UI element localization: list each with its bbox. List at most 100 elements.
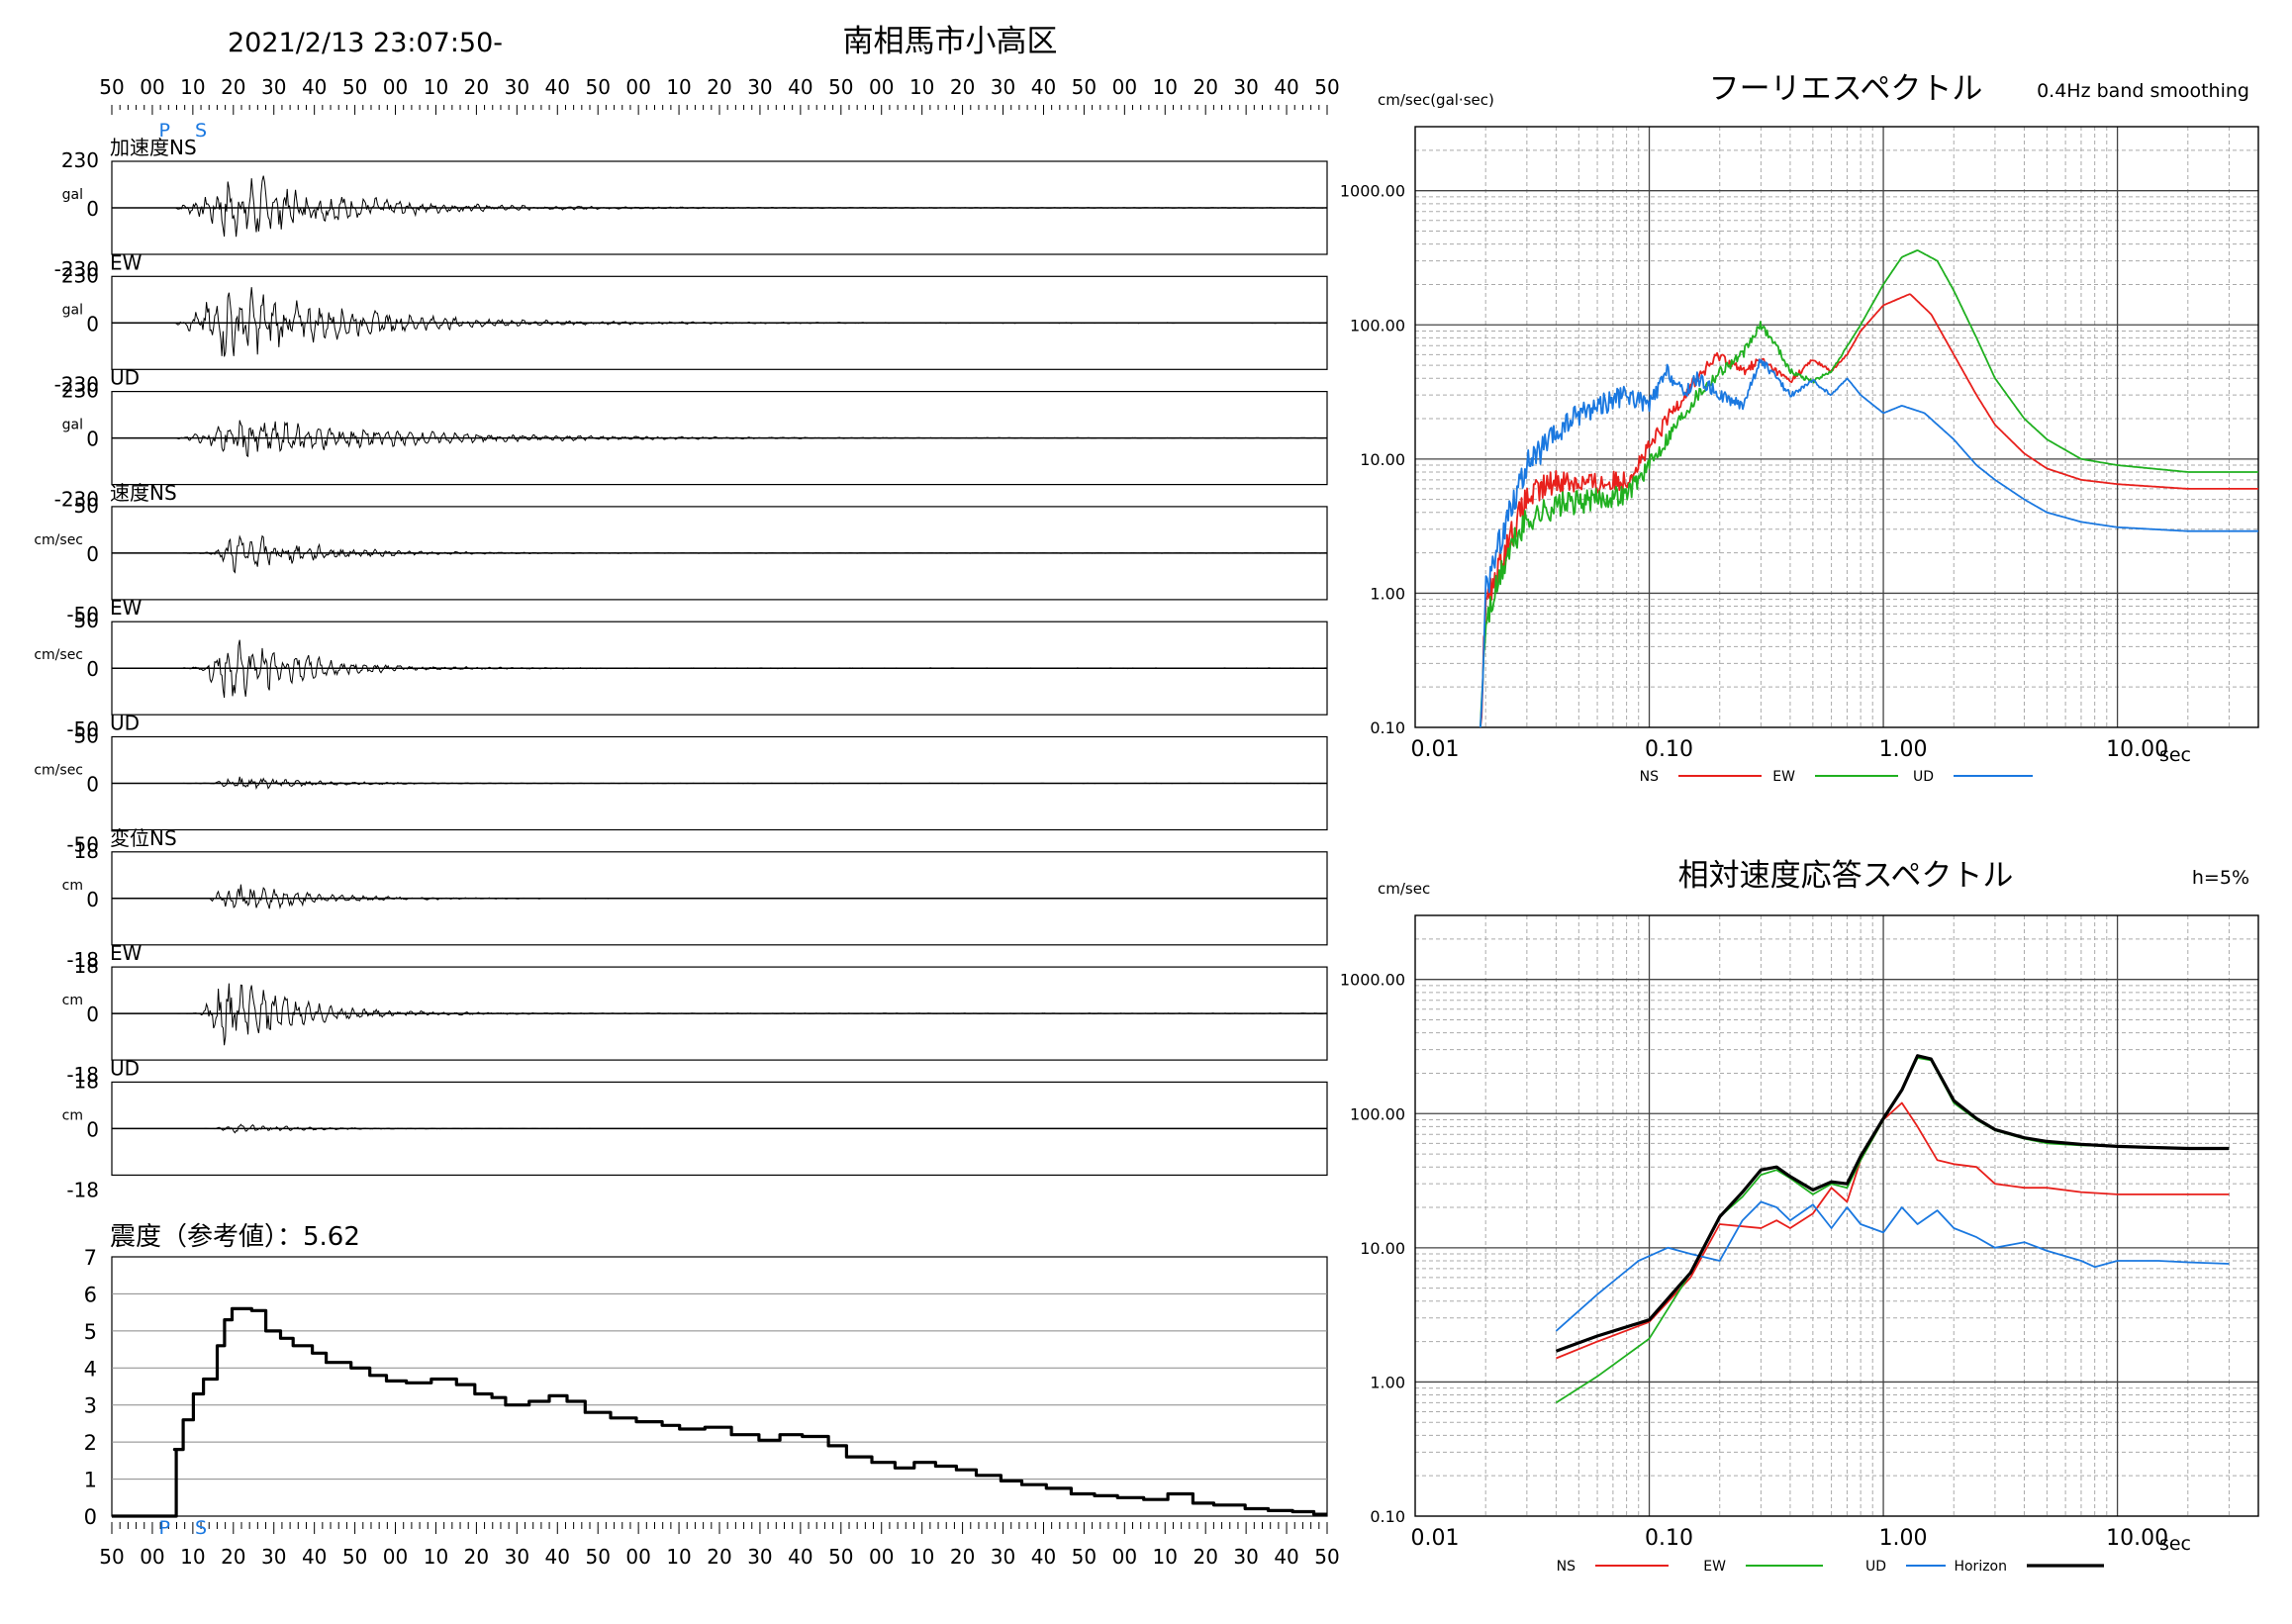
trace-waveform — [112, 983, 1327, 1046]
y-tick-label: 10.00 — [1360, 450, 1405, 469]
trace-title: UD — [110, 366, 140, 390]
time-tick-label: 00 — [383, 1545, 408, 1569]
trace-max-label: 230 — [61, 263, 99, 287]
time-tick-label: 50 — [342, 75, 367, 99]
time-tick-label: 20 — [1193, 1545, 1217, 1569]
trace-component-label: NS — [169, 136, 197, 159]
trace-zero-label: 0 — [86, 197, 99, 221]
x-tick-label: 1.00 — [1879, 1526, 1928, 1551]
spectrum-title: フーリエスペクトル — [1709, 71, 1983, 107]
time-tick-label: 10 — [909, 1545, 934, 1569]
trace-group-label: 速度 — [110, 481, 149, 505]
time-tick-label: 40 — [1274, 1545, 1298, 1569]
y-tick-label: 100.00 — [1350, 316, 1405, 334]
time-tick-label: 00 — [625, 1545, 650, 1569]
trace-max-label: 18 — [74, 1069, 99, 1093]
time-tick-label: 20 — [950, 1545, 975, 1569]
waveform-trace: 50 0 -50 cm/sec UD — [34, 712, 1328, 857]
time-tick-label: 20 — [464, 1545, 489, 1569]
series-line-ns — [1480, 293, 2258, 728]
legend-label: NS — [1557, 1559, 1576, 1575]
time-tick-label: 10 — [666, 75, 691, 99]
time-tick-label: 50 — [1314, 1545, 1339, 1569]
time-tick-label: 40 — [545, 1545, 570, 1569]
trace-min-label: -18 — [66, 948, 99, 972]
trace-unit-label: gal — [62, 418, 83, 433]
x-tick-label: 0.01 — [1411, 737, 1460, 762]
y-tick-label: 1.00 — [1370, 584, 1405, 603]
p-arrival-label: P — [158, 1517, 169, 1539]
time-tick-label: 10 — [180, 1545, 205, 1569]
trace-component-label: UD — [110, 712, 140, 735]
x-tick-label: 0.10 — [1645, 737, 1693, 762]
trace-component-label: UD — [110, 1056, 140, 1080]
intensity-line — [112, 1306, 1327, 1518]
time-axis-top: 50 00 10 20 30 40 50 00 10 20 30 40 50 00 10 20 30 40 50 00… — [99, 75, 1339, 142]
y-tick-label: 0.10 — [1370, 718, 1405, 737]
time-tick-label: 00 — [1112, 1545, 1137, 1569]
time-tick-label: 30 — [505, 75, 529, 99]
trace-waveform — [112, 639, 1327, 699]
trace-zero-label: 0 — [86, 1117, 99, 1141]
waveform-trace: 50 0 -50 cm/sec 速度NS — [34, 481, 1328, 626]
trace-title: EW — [110, 250, 143, 274]
intensity-tick-label: 2 — [84, 1431, 97, 1455]
spectrum-chart: フーリエスペクトル 0.4Hz band smoothing cm/sec(gal·… — [1340, 71, 2259, 785]
time-tick-label: 20 — [1193, 75, 1217, 99]
time-tick-label: 50 — [828, 75, 853, 99]
time-tick-label: 30 — [1233, 75, 1258, 99]
legend-label: EW — [1772, 769, 1795, 785]
trace-max-label: 18 — [74, 954, 99, 978]
trace-waveform — [112, 776, 1327, 791]
trace-component-label: EW — [110, 941, 143, 965]
trace-component-label: UD — [110, 366, 140, 390]
trace-unit-label: cm/sec — [34, 532, 83, 548]
spectrum-ylabel: cm/sec — [1378, 880, 1430, 898]
intensity-title: 震度（参考値）：5.62 — [110, 1222, 360, 1252]
time-tick-label: 40 — [302, 1545, 327, 1569]
trace-unit-label: cm/sec — [34, 647, 83, 663]
intensity-tick-label: 7 — [84, 1246, 97, 1270]
trace-component-label: NS — [149, 826, 177, 850]
time-tick-label: 50 — [1314, 75, 1339, 99]
time-tick-label: 30 — [747, 75, 772, 99]
waveform-panels: 50 00 10 20 30 40 50 00 10 20 30 40 50 00 10 20 30 40 50 00… — [34, 75, 1339, 1569]
y-tick-label: 100.00 — [1350, 1104, 1405, 1123]
time-tick-label: 20 — [707, 1545, 731, 1569]
time-tick-label: 10 — [424, 1545, 448, 1569]
trace-waveform — [112, 1123, 1327, 1134]
trace-title: 変位NS — [110, 826, 177, 850]
datetime-label: 2021/2/13 23:07:50- — [228, 28, 503, 58]
time-tick-label: 30 — [747, 1545, 772, 1569]
trace-min-label: -50 — [66, 603, 99, 626]
time-tick-label: 20 — [950, 75, 975, 99]
spectrum-panels: フーリエスペクトル 0.4Hz band smoothing cm/sec(gal·… — [1340, 71, 2259, 1575]
time-tick-label: 50 — [99, 1545, 124, 1569]
legend-label: Horizon — [1954, 1559, 2007, 1575]
s-arrival-label: S — [195, 1517, 207, 1539]
x-axis-label: sec — [2159, 1533, 2191, 1555]
time-tick-label: 40 — [788, 1545, 812, 1569]
time-tick-label: 00 — [869, 75, 894, 99]
time-tick-label: 40 — [302, 75, 327, 99]
time-tick-label: 20 — [707, 75, 731, 99]
time-tick-label: 50 — [828, 1545, 853, 1569]
trace-waveform — [112, 534, 1327, 574]
trace-unit-label: cm/sec — [34, 763, 83, 779]
trace-max-label: 230 — [61, 148, 99, 172]
series-line-ew — [1480, 249, 2258, 728]
time-tick-label: 40 — [545, 75, 570, 99]
s-arrival-label: S — [195, 120, 207, 142]
time-tick-label: 10 — [1153, 1545, 1178, 1569]
trace-min-label: -230 — [54, 257, 99, 281]
trace-unit-label: cm — [62, 1107, 83, 1123]
time-tick-label: 20 — [221, 75, 245, 99]
trace-min-label: -18 — [66, 1178, 99, 1201]
time-tick-label: 00 — [140, 1545, 164, 1569]
series-line-ud — [1555, 1200, 2230, 1332]
intensity-tick-label: 1 — [84, 1469, 97, 1492]
spectrum-frame — [1414, 126, 2259, 728]
time-tick-label: 10 — [180, 75, 205, 99]
legend-label: EW — [1703, 1559, 1726, 1575]
